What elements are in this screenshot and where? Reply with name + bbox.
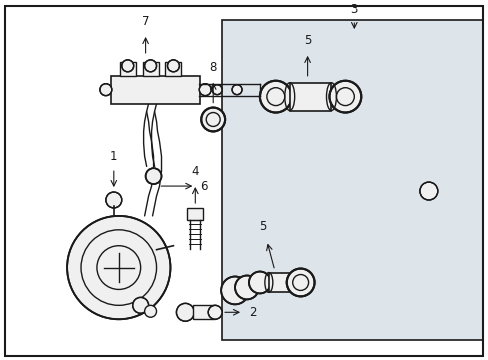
Circle shape <box>286 269 314 296</box>
Circle shape <box>199 84 211 96</box>
Circle shape <box>329 81 361 113</box>
Text: 8: 8 <box>209 61 217 74</box>
Circle shape <box>235 275 258 300</box>
Bar <box>193 305 215 319</box>
Bar <box>120 62 135 76</box>
Text: 1: 1 <box>110 150 117 163</box>
Bar <box>289 83 331 111</box>
Text: 2: 2 <box>248 306 256 319</box>
Bar <box>222 20 482 340</box>
Circle shape <box>419 182 437 200</box>
Circle shape <box>208 305 222 319</box>
Bar <box>187 208 203 220</box>
Circle shape <box>260 81 291 113</box>
Circle shape <box>144 60 156 72</box>
Text: 6: 6 <box>200 180 207 193</box>
Circle shape <box>67 216 170 319</box>
Bar <box>268 273 296 292</box>
Text: 5: 5 <box>259 220 266 233</box>
Circle shape <box>248 271 270 293</box>
Bar <box>142 62 158 76</box>
Text: 4: 4 <box>191 165 199 178</box>
Circle shape <box>100 84 112 96</box>
Circle shape <box>212 85 222 95</box>
Bar <box>165 62 181 76</box>
Text: 7: 7 <box>142 15 149 28</box>
Text: 3: 3 <box>350 3 357 16</box>
Bar <box>111 76 200 104</box>
Circle shape <box>167 60 179 72</box>
Circle shape <box>232 85 242 95</box>
Circle shape <box>122 60 133 72</box>
Circle shape <box>176 303 194 321</box>
Circle shape <box>201 108 224 131</box>
Circle shape <box>145 168 161 184</box>
Circle shape <box>132 297 148 313</box>
Circle shape <box>105 192 122 208</box>
Circle shape <box>221 276 248 304</box>
Text: 5: 5 <box>304 34 311 47</box>
Circle shape <box>144 305 156 317</box>
